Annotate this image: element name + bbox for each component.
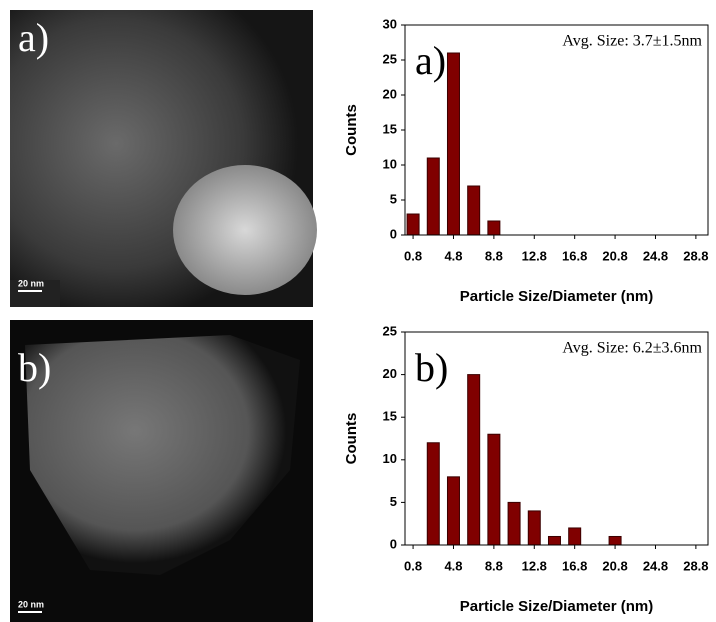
x-tick-label: 16.8 bbox=[562, 248, 587, 263]
y-tick-label: 5 bbox=[390, 494, 397, 509]
y-tick-label: 15 bbox=[383, 121, 397, 136]
x-tick-label: 16.8 bbox=[562, 558, 587, 573]
y-tick-label: 20 bbox=[383, 86, 397, 101]
annotation: Avg. Size: 6.2±3.6nm bbox=[562, 340, 702, 357]
y-tick-label: 5 bbox=[390, 191, 397, 206]
x-tick-label: 0.8 bbox=[404, 558, 422, 573]
bar bbox=[426, 442, 440, 546]
bar bbox=[487, 220, 501, 236]
x-tick-label: 20.8 bbox=[602, 248, 627, 263]
x-tick-label: 28.8 bbox=[683, 248, 708, 263]
y-tick-label: 10 bbox=[383, 156, 397, 171]
y-tick-label: 0 bbox=[390, 226, 397, 241]
x-tick-label: 4.8 bbox=[444, 248, 462, 263]
x-tick-label: 20.8 bbox=[602, 558, 627, 573]
bar bbox=[487, 433, 501, 546]
y-tick-label: 20 bbox=[383, 366, 397, 381]
x-tick-label: 28.8 bbox=[683, 558, 708, 573]
x-tick-label: 12.8 bbox=[522, 558, 547, 573]
x-tick-label: 4.8 bbox=[444, 558, 462, 573]
bar bbox=[527, 510, 541, 546]
bar bbox=[467, 185, 481, 236]
bar bbox=[608, 535, 622, 546]
bar bbox=[568, 527, 582, 546]
bar bbox=[426, 157, 440, 236]
x-tick-label: 12.8 bbox=[522, 248, 547, 263]
y-axis-title: Counts bbox=[343, 104, 360, 156]
image-label: a) bbox=[18, 15, 49, 60]
y-tick-label: 30 bbox=[383, 16, 397, 31]
x-tick-label: 0.8 bbox=[404, 248, 422, 263]
y-axis-title: Counts bbox=[343, 413, 360, 465]
bar bbox=[446, 52, 460, 236]
y-tick-label: 10 bbox=[383, 451, 397, 466]
plot-frame bbox=[404, 331, 709, 546]
x-tick-label: 24.8 bbox=[643, 248, 668, 263]
bar bbox=[446, 476, 460, 546]
image-label: b) bbox=[18, 345, 51, 390]
scale-bar: 20 nm bbox=[18, 599, 44, 609]
x-axis-title: Particle Size/Diameter (nm) bbox=[460, 598, 653, 615]
y-tick-label: 0 bbox=[390, 536, 397, 551]
panel-label: a) bbox=[415, 38, 446, 83]
y-tick-label: 25 bbox=[383, 51, 397, 66]
x-tick-label: 8.8 bbox=[485, 248, 503, 263]
bar bbox=[507, 501, 521, 546]
x-axis-title: Particle Size/Diameter (nm) bbox=[460, 288, 653, 305]
bar bbox=[467, 374, 481, 546]
scale-bar: 20 nm bbox=[18, 278, 44, 288]
y-tick-label: 25 bbox=[383, 323, 397, 338]
image-b: b) 20 nm bbox=[10, 320, 313, 622]
annotation: Avg. Size: 3.7±1.5nm bbox=[562, 33, 702, 50]
panel-label: b) bbox=[415, 345, 448, 390]
bar bbox=[547, 535, 561, 546]
x-tick-label: 8.8 bbox=[485, 558, 503, 573]
image-a: a) 20 nm bbox=[10, 10, 317, 307]
x-tick-label: 24.8 bbox=[643, 558, 668, 573]
bar bbox=[406, 213, 420, 236]
y-tick-label: 15 bbox=[383, 409, 397, 424]
